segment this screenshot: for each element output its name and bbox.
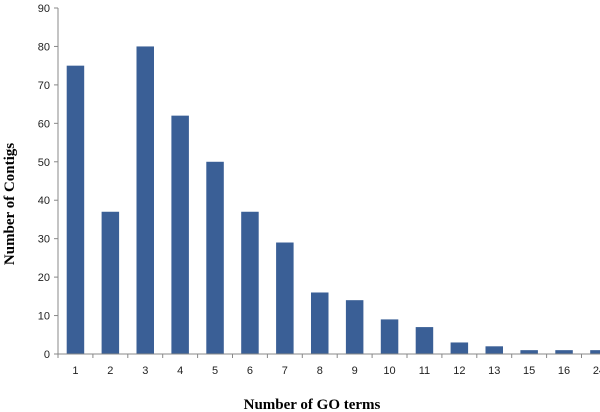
y-tick-label: 0: [44, 349, 50, 361]
bar-15: [520, 350, 538, 354]
x-axis-ticks: 12345678910111213151624: [57, 354, 600, 377]
bar-6: [241, 211, 259, 354]
x-tick-label: 16: [558, 365, 570, 377]
x-tick-label: 10: [383, 365, 395, 377]
x-tick-label: 24: [593, 365, 600, 377]
bar-16: [555, 350, 573, 354]
y-tick-label: 80: [38, 41, 50, 53]
bar-5: [206, 161, 224, 354]
y-tick-label: 40: [38, 195, 50, 207]
x-tick-label: 9: [352, 365, 358, 377]
x-tick-label: 13: [488, 365, 500, 377]
x-tick-label: 1: [72, 365, 78, 377]
y-tick-label: 20: [38, 272, 50, 284]
y-tick-label: 50: [38, 157, 50, 169]
y-tick-label: 90: [38, 3, 50, 15]
y-tick-label: 60: [38, 118, 50, 130]
x-tick-label: 5: [212, 365, 218, 377]
x-tick-label: 8: [317, 365, 323, 377]
bar-9: [345, 300, 364, 354]
bar-1: [66, 65, 85, 355]
x-tick-label: 2: [107, 365, 113, 377]
bar-4: [171, 115, 189, 355]
y-tick-label: 70: [38, 80, 50, 92]
bar-3: [136, 46, 154, 354]
bar-7: [276, 242, 294, 354]
x-tick-label: 15: [523, 365, 535, 377]
bar-10: [380, 319, 399, 354]
bar-8: [311, 292, 329, 354]
bars: [66, 46, 600, 355]
bar-11: [415, 327, 434, 354]
y-tick-label: 30: [38, 234, 50, 246]
y-tick-label: 10: [38, 311, 50, 323]
x-tick-label: 6: [247, 365, 253, 377]
bar-12: [450, 342, 469, 354]
y-axis-ticks: 0 10 20 30 40 50 60 70 80 90: [38, 3, 58, 361]
x-tick-label: 4: [177, 365, 183, 377]
x-axis-title: Number of GO terms: [244, 397, 381, 412]
x-tick-label: 12: [453, 365, 465, 377]
bar-13: [485, 346, 503, 354]
bar-2: [101, 211, 120, 354]
x-tick-label: 11: [419, 365, 430, 377]
bar-24: [590, 350, 600, 354]
y-axis-title: Number of Contigs: [2, 143, 18, 265]
x-tick-label: 7: [282, 365, 288, 377]
x-tick-label: 3: [142, 365, 148, 377]
